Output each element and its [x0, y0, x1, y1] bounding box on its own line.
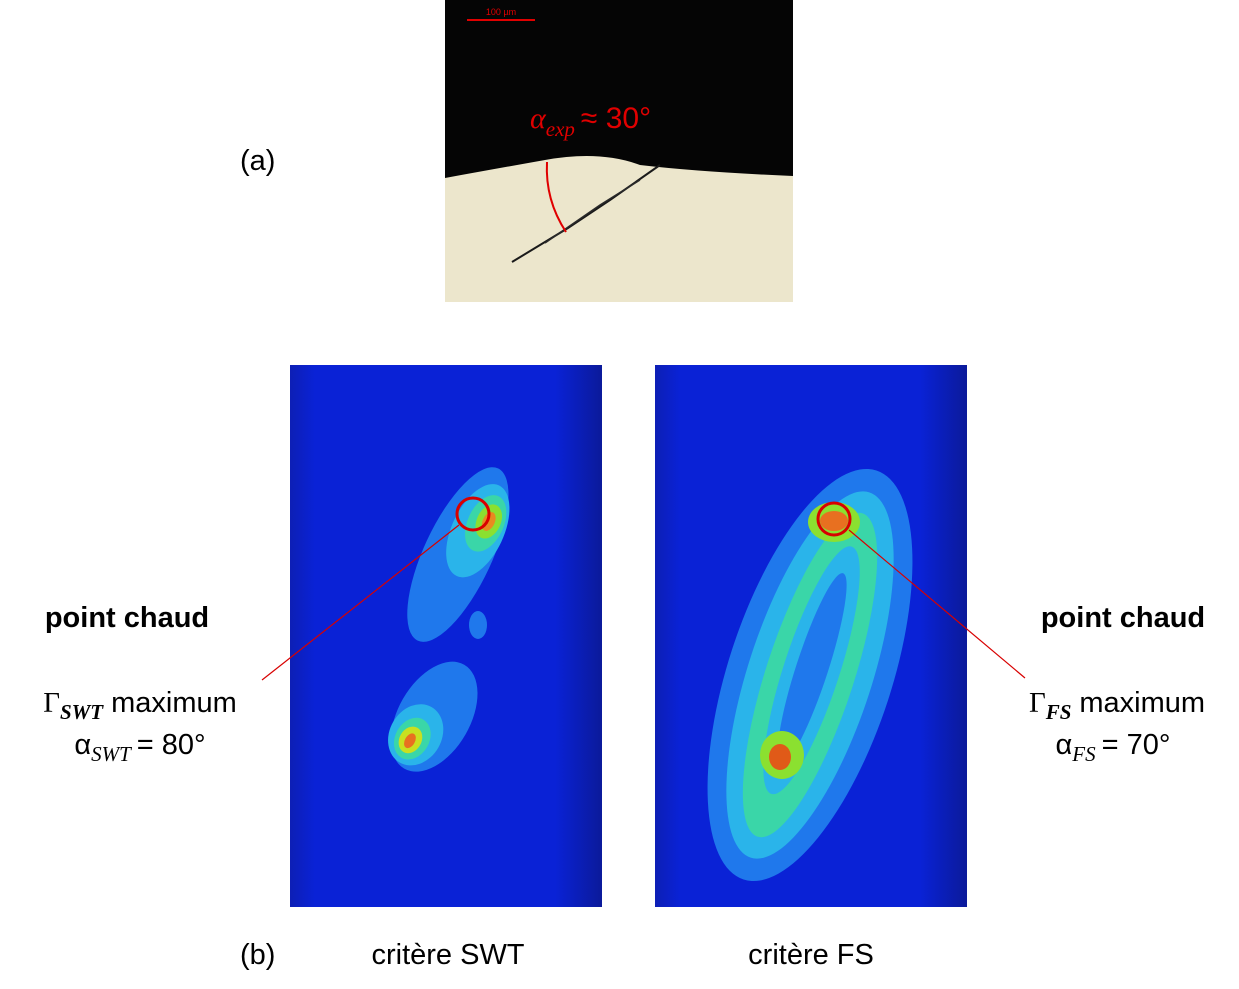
gamma-subscript: FS [1045, 700, 1072, 724]
alpha-subscript: FS [1071, 742, 1096, 766]
alpha-subscript: SWT [91, 742, 132, 766]
blob [388, 661, 478, 772]
map-background [290, 365, 602, 907]
swt-map [261, 365, 602, 907]
level [404, 733, 416, 749]
hotspot-circle [455, 496, 491, 532]
angle-text: ≈ 30° [581, 102, 651, 135]
hotspot-title: point chaud [1041, 602, 1205, 634]
gamma-text: maximum [1079, 687, 1205, 719]
level [769, 744, 791, 770]
hotspot-title: point chaud [45, 602, 209, 634]
hotspot-leader [261, 524, 460, 681]
hotspot-leader [848, 529, 1026, 679]
angle-symbol: α [530, 102, 547, 135]
hotspot-circle [816, 501, 852, 537]
alpha-symbol: α [1056, 729, 1073, 761]
micrograph-metal [445, 156, 793, 302]
angle-label: αexp ≈ 30° [530, 102, 651, 141]
map-caption: critère FS [748, 939, 874, 971]
alpha-label: αFS = 70° [1056, 729, 1171, 766]
panel-label: (b) [240, 939, 275, 971]
gamma-symbol: Γ [43, 687, 60, 719]
map-caption: critère SWT [371, 939, 524, 971]
scale-bar-label: 100 µm [486, 7, 516, 17]
alpha-label: αSWT = 80° [74, 729, 205, 766]
fs-map [655, 365, 1026, 907]
micrograph: 100 µm αexp ≈ 30° [445, 0, 793, 302]
gamma-subscript: SWT [60, 700, 104, 724]
angle-subscript: exp [546, 117, 575, 141]
panel-label: (a) [240, 145, 275, 177]
gamma-symbol: Γ [1029, 687, 1046, 719]
alpha-text: = 70° [1102, 729, 1171, 761]
level [820, 511, 848, 531]
level [777, 573, 847, 764]
gamma-text: maximum [111, 687, 237, 719]
alpha-text: = 80° [137, 729, 206, 761]
level [469, 611, 487, 639]
alpha-symbol: α [74, 729, 91, 761]
gamma-label: ΓFS maximum [1029, 687, 1205, 724]
crack-branch [544, 179, 641, 244]
gamma-label: ΓSWT maximum [43, 687, 237, 724]
angle-arc [545, 161, 567, 233]
